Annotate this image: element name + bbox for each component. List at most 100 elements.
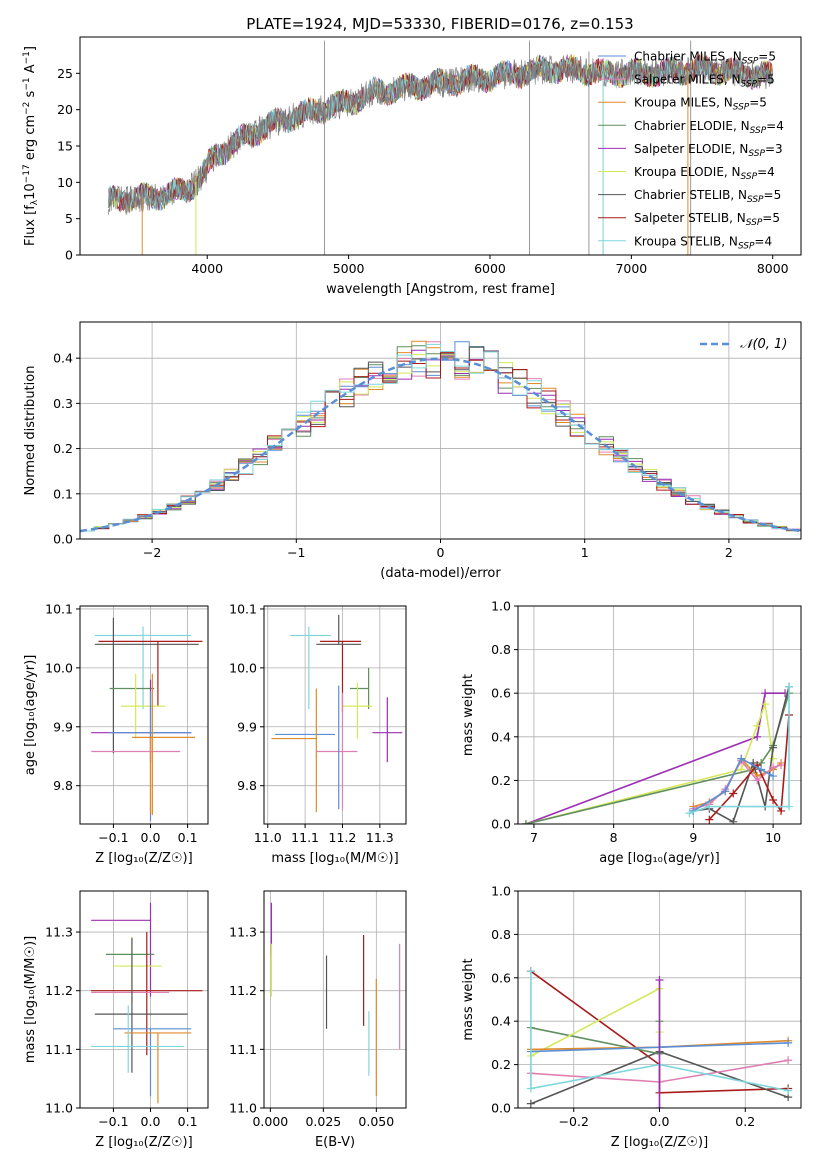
y-axis-label-part: −17 (22, 164, 32, 183)
mass-weight-marker (753, 721, 762, 730)
x-tick-label: −0.1 (98, 830, 128, 845)
mass-vs-EBV-plot-area (264, 891, 406, 1108)
x-axis-label: mass [log₁₀(M/M☉)] (271, 851, 398, 866)
mass-weight-line (689, 686, 790, 814)
x-tick-label: 0.0 (141, 1114, 161, 1129)
x-tick-label: 0.0 (141, 830, 161, 845)
mass-weight-marker (757, 765, 766, 774)
y-axis-label-part: A (23, 64, 38, 77)
legend-nssp-eq: = (765, 142, 775, 156)
legend-series-name: Chabrier MILES (634, 50, 725, 64)
y-tick-label: 0.0 (491, 817, 511, 832)
x-tick-label: 9 (689, 830, 697, 845)
mass-weight-marker (784, 1086, 793, 1095)
mass-weight-marker (753, 732, 762, 741)
y-tick-label: 0.4 (491, 729, 511, 744)
mass-weight-marker (761, 689, 770, 698)
mass-weight-marker (521, 820, 530, 824)
error-bar-point (94, 937, 188, 1073)
mass-weight-line (530, 971, 789, 1092)
mass-weight-marker (769, 743, 778, 752)
age-vs-mass-plot-area (264, 606, 406, 824)
x-axis-label: age [log₁₀(age/yr)] (599, 851, 720, 866)
y-tick-label: 0.3 (53, 396, 73, 411)
y-axis-label-part: ] (23, 46, 38, 51)
legend-nssp-eq: = (758, 50, 768, 64)
legend-nssp-subscript: SSP (741, 80, 758, 90)
y-axis-label-part: −1 (22, 77, 32, 90)
y-tick-label: 0 (65, 248, 73, 263)
mass-weight-marker (784, 1038, 793, 1047)
axes-frame (263, 890, 407, 1109)
residual-histogram (80, 343, 801, 532)
y-axis-label: age [log₁₀(age/yr)] (23, 655, 38, 776)
mass-weight-marker (753, 776, 762, 785)
error-bar-point (91, 1005, 184, 1073)
x-tick-label: 0.1 (178, 1114, 198, 1129)
mass-weight-marker (777, 806, 786, 815)
legend-entry: Salpeter MILES, NSSP=5 (634, 73, 775, 90)
legend-nssp-subscript: SSP (741, 172, 758, 182)
y-tick-label: 9.8 (53, 778, 73, 793)
mass-vs-metallicity-panel: −0.1 0.0 0.1 11.0 11.1 11.2 11.3 Z [log₁₀(Z/Z☉)… (23, 890, 209, 1150)
y-tick-label: 0.4 (491, 1014, 511, 1029)
y-tick-label: 0.0 (491, 1101, 511, 1116)
legend-entry: Salpeter STELIB, NSSP=5 (634, 211, 780, 228)
legend-nssp-eq: = (757, 73, 767, 87)
y-tick-label: 0.8 (491, 642, 511, 657)
error-bar-point (113, 1028, 192, 1097)
legend-nssp-value: 5 (759, 96, 767, 110)
y-tick-label: 0.2 (491, 1057, 511, 1072)
legend-nssp-eq: = (754, 234, 764, 248)
axes-frame (79, 605, 209, 825)
mass-weight-marker (729, 789, 738, 798)
y-tick-label: 25 (57, 66, 73, 81)
legend-nssp-label: , N (732, 142, 749, 156)
y-tick-label: 0.2 (53, 441, 73, 456)
y-tick-label: 11.1 (45, 1042, 73, 1057)
y-axis-label: Flux [fλ​10−17​ erg cm−2​ s−1​ A−1​] (22, 46, 40, 246)
legend-nssp-subscript: SSP (742, 57, 759, 67)
mass-weight-marker (761, 700, 770, 709)
legend-nssp-eq: = (757, 165, 767, 179)
legend-nssp-label: , N (725, 50, 742, 64)
legend-nssp-label: , N (733, 119, 750, 133)
legend-nssp-subscript: SSP (750, 126, 767, 136)
weight-vs-age-plot-area (518, 606, 801, 824)
legend-nssp-value: 5 (767, 73, 775, 87)
y-tick-label: 10.0 (45, 660, 73, 675)
y-axis-label-part: −2 (22, 102, 32, 115)
age-vs-Z-plot-area (80, 606, 208, 824)
y-axis-label-part: 10 (23, 183, 38, 200)
age-vs-metallicity-panel: −0.1 0.0 0.1 9.8 9.9 10.0 10.1 Z [log₁₀(Z/Z☉)] a… (23, 601, 209, 866)
y-axis-label: Normed distribution (23, 366, 38, 496)
legend-nssp-value: 4 (767, 165, 775, 179)
x-tick-label: 0.0 (650, 1114, 670, 1129)
legend-nssp-value: 5 (774, 188, 782, 202)
legend-nssp-eq: = (764, 188, 774, 202)
y-axis-label: mass [log₁₀(M/M☉)] (23, 936, 38, 1063)
y-tick-label: 0.8 (491, 927, 511, 942)
x-tick-label: 11.0 (254, 830, 282, 845)
weight-vs-Z-plot-area (518, 891, 801, 1108)
y-tick-label: 11.3 (45, 925, 73, 940)
legend-nssp-eq: = (762, 211, 772, 225)
weight-vs-age-panel: 7 8 9 10 0.0 0.2 0.4 0.6 0.8 1.0 age [log₁₀(age/yr… (461, 599, 802, 866)
y-tick-label: 10.0 (229, 660, 257, 675)
figure-title: PLATE=1924, MJD=53330, FIBERID=0176, z=0… (246, 15, 633, 33)
y-tick-label: 0.6 (491, 970, 511, 985)
error-bar-point (131, 736, 196, 814)
x-tick-label: 7000 (615, 261, 647, 276)
mass-weight-marker (721, 787, 730, 796)
mass-weight-marker (729, 817, 738, 824)
legend-series-name: Kroupa ELODIE (634, 165, 724, 179)
y-tick-label: 11.0 (45, 1101, 73, 1116)
mass-weight-marker (685, 809, 694, 818)
mass-weight-marker (705, 815, 714, 824)
x-axis-label: Z [log₁₀(Z/Z☉)] (95, 851, 192, 866)
x-axis-label: Z [log₁₀(Z/Z☉)] (611, 1135, 708, 1150)
y-tick-label: 1.0 (491, 884, 511, 899)
y-tick-label: 0.4 (53, 351, 73, 366)
gaussian-reference-line (80, 357, 801, 533)
